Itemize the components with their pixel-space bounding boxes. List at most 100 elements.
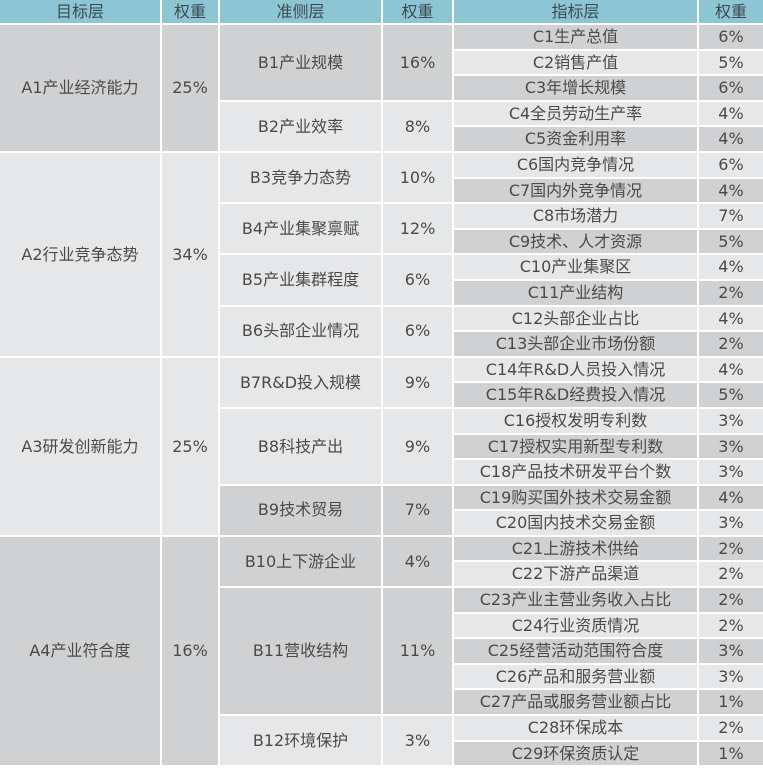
indicator-cell: C24行业资质情况 <box>454 613 697 638</box>
indicator-weight: 2% <box>699 562 763 587</box>
header-target-weight: 权重 <box>162 0 218 23</box>
target-cell: A1产业经济能力 <box>0 25 160 151</box>
criterion-weight: 11% <box>383 588 452 715</box>
criterion-cell: B2产业效率 <box>220 101 381 151</box>
target-cell: A3研发创新能力 <box>0 357 160 535</box>
target-weight: 25% <box>162 357 218 535</box>
indicator-cell: C3年增长规模 <box>454 76 697 100</box>
table-row: A1产业经济能力 25% B1产业规模 16% C1生产总值 6% <box>0 25 763 151</box>
indicator-weight: 3% <box>699 408 763 433</box>
indicator-weight: 2% <box>699 280 763 305</box>
indicator-cell: C12头部企业占比 <box>454 306 697 331</box>
indicator-weight: 2% <box>699 716 763 740</box>
table-row: B8科技产出 9% C16授权发明专利数 3% <box>0 408 763 484</box>
indicator-weight: 6% <box>699 25 763 49</box>
indicator-cell: C10产业集聚区 <box>454 255 697 279</box>
criterion-weight: 6% <box>383 306 452 356</box>
table-row: A4产业符合度 16% B10上下游企业 4% C21上游技术供给 2% <box>0 536 763 766</box>
criterion-cell: B3竞争力态势 <box>220 152 381 203</box>
indicator-weight: 4% <box>699 485 763 510</box>
indicator-cell: C11产业结构 <box>454 280 697 305</box>
table-row: C24行业资质情况 2% <box>0 613 763 638</box>
table-row: B11营收结构 11% C23产业主营业务收入占比 2% <box>0 588 763 715</box>
indicator-weight: 2% <box>699 588 763 612</box>
table-row: C26产品和服务营业额 3% <box>0 664 763 689</box>
indicator-cell: C21上游技术供给 <box>454 536 697 561</box>
indicator-cell: C6国内竞争情况 <box>454 152 697 177</box>
criterion-cell: B7R&D投入规模 <box>220 357 381 407</box>
header-target-layer: 目标层 <box>0 0 160 23</box>
indicator-cell: C16授权发明专利数 <box>454 408 697 433</box>
table-row: C29环保资质认定 1% <box>0 741 763 766</box>
indicator-weight: 2% <box>699 613 763 638</box>
indicator-cell: C15年R&D经费投入情况 <box>454 383 697 407</box>
indicator-cell: C23产业主营业务收入占比 <box>454 588 697 612</box>
indicator-cell: C19购买国外技术交易金额 <box>454 485 697 510</box>
criterion-weight: 3% <box>383 716 452 766</box>
table-row: B5产业集群程度 6% C10产业集聚区 4% <box>0 255 763 305</box>
target-weight: 25% <box>162 25 218 151</box>
table-row: C2销售产值 5% <box>0 50 763 75</box>
indicator-weight: 4% <box>699 306 763 331</box>
indicator-weight: 1% <box>699 741 763 766</box>
criterion-weight: 9% <box>383 357 452 407</box>
indicator-cell: C26产品和服务营业额 <box>454 664 697 689</box>
indicator-weight: 3% <box>699 460 763 484</box>
criterion-cell: B10上下游企业 <box>220 536 381 587</box>
header-indicator-layer: 指标层 <box>454 0 697 23</box>
table-row: C13头部企业市场份额 2% <box>0 332 763 356</box>
target-weight: 16% <box>162 536 218 766</box>
table-row: A3研发创新能力 25% B7R&D投入规模 9% C14年R&D人员投入情况 … <box>0 357 763 535</box>
criterion-cell: B9技术贸易 <box>220 485 381 535</box>
indicator-cell: C9技术、人才资源 <box>454 229 697 254</box>
table-row: B9技术贸易 7% C19购买国外技术交易金额 4% <box>0 485 763 535</box>
indicator-cell: C28环保成本 <box>454 716 697 740</box>
criterion-cell: B5产业集群程度 <box>220 255 381 305</box>
criterion-cell: B11营收结构 <box>220 588 381 715</box>
table-row: C5资金利用率 4% <box>0 127 763 151</box>
criterion-weight: 9% <box>383 408 452 484</box>
indicator-weight: 4% <box>699 357 763 382</box>
table-row: B2产业效率 8% C4全员劳动生产率 4% <box>0 101 763 151</box>
indicator-cell: C22下游产品渠道 <box>454 562 697 587</box>
indicator-weight: 6% <box>699 152 763 177</box>
indicator-weight: 3% <box>699 664 763 689</box>
indicator-weight: 2% <box>699 332 763 356</box>
indicator-cell: C13头部企业市场份额 <box>454 332 697 356</box>
target-weight: 34% <box>162 152 218 356</box>
criterion-weight: 10% <box>383 152 452 203</box>
table-row: C11产业结构 2% <box>0 280 763 305</box>
table-row: C22下游产品渠道 2% <box>0 562 763 587</box>
criterion-weight: 8% <box>383 101 452 151</box>
indicator-cell: C25经营活动范围符合度 <box>454 639 697 663</box>
table-row: A2行业竞争态势 34% B3竞争力态势 10% C6国内竞争情况 6% <box>0 152 763 356</box>
table-row: C25经营活动范围符合度 3% <box>0 639 763 663</box>
indicator-weight: 4% <box>699 101 763 126</box>
table-row: C15年R&D经费投入情况 5% <box>0 383 763 407</box>
table-row: C17授权实用新型专利数 3% <box>0 434 763 459</box>
header-criterion-layer: 准侧层 <box>220 0 381 23</box>
indicator-cell: C18产品技术研发平台个数 <box>454 460 697 484</box>
target-cell: A2行业竞争态势 <box>0 152 160 356</box>
indicator-cell: C29环保资质认定 <box>454 741 697 766</box>
table-row: C20国内技术交易金额 3% <box>0 511 763 535</box>
table-header-row: 目标层 权重 准侧层 权重 指标层 权重 <box>0 0 763 23</box>
indicator-weight: 7% <box>699 204 763 228</box>
table-row: B4产业集聚禀赋 12% C8市场潜力 7% <box>0 204 763 254</box>
indicator-cell: C17授权实用新型专利数 <box>454 434 697 459</box>
indicator-weight: 5% <box>699 50 763 75</box>
indicator-weight: 5% <box>699 229 763 254</box>
criterion-weight: 4% <box>383 536 452 587</box>
indicator-weight: 4% <box>699 255 763 279</box>
indicator-weight: 3% <box>699 639 763 663</box>
table-row: B12环境保护 3% C28环保成本 2% <box>0 716 763 766</box>
indicator-cell: C7国内外竞争情况 <box>454 178 697 203</box>
indicator-cell: C1生产总值 <box>454 25 697 49</box>
criterion-weight: 16% <box>383 25 452 100</box>
criterion-cell: B1产业规模 <box>220 25 381 100</box>
criterion-cell: B12环境保护 <box>220 716 381 766</box>
indicator-weight: 3% <box>699 511 763 535</box>
indicator-cell: C14年R&D人员投入情况 <box>454 357 697 382</box>
indicator-cell: C27产品或服务营业额占比 <box>454 690 697 715</box>
indicator-weight: 2% <box>699 536 763 561</box>
